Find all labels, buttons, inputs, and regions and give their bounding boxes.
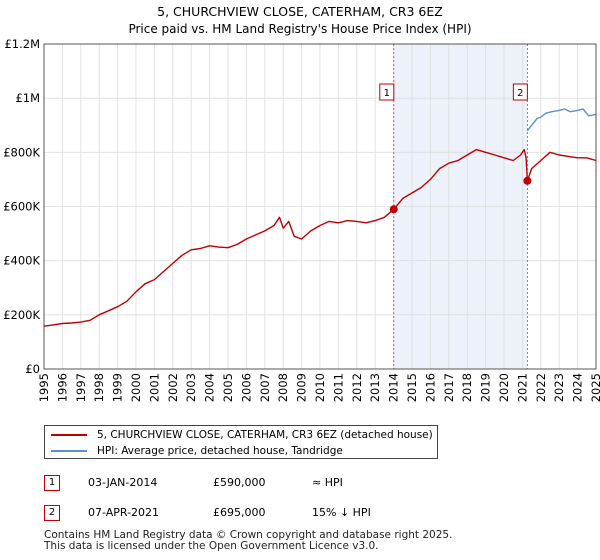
x-tick-label: 2011 xyxy=(331,373,345,402)
footer-copyright: Contains HM Land Registry data © Crown c… xyxy=(44,529,453,541)
sale-label: 2 xyxy=(517,88,523,99)
x-tick-label: 2025 xyxy=(589,373,600,402)
sale-label: 1 xyxy=(384,88,390,99)
x-tick-label: 2015 xyxy=(405,373,419,402)
x-tick-label: 2002 xyxy=(166,373,180,402)
plot-frame xyxy=(43,43,597,370)
chart-title: 5, CHURCHVIEW CLOSE, CATERHAM, CR3 6EZ xyxy=(157,4,443,19)
x-tick-label: 1997 xyxy=(74,373,88,402)
x-tick-label: 1995 xyxy=(37,373,51,402)
x-tick-label: 2000 xyxy=(129,373,143,402)
x-tick-label: 2024 xyxy=(571,373,585,402)
footer-licence: This data is licensed under the Open Gov… xyxy=(44,540,379,552)
x-tick-label: 2021 xyxy=(515,373,529,402)
y-tick-label: £800K xyxy=(3,145,40,159)
transaction-date: 03-JAN-2014 xyxy=(88,476,158,489)
price-chart: 5, CHURCHVIEW CLOSE, CATERHAM, CR3 6EZ P… xyxy=(3,4,600,402)
sale-point xyxy=(523,176,532,185)
x-tick-label: 2016 xyxy=(423,373,437,402)
legend-swatch-property xyxy=(51,434,87,436)
x-tick-label: 2023 xyxy=(552,373,566,402)
y-tick-label: £0 xyxy=(25,362,40,376)
y-tick-label: £600K xyxy=(3,200,40,214)
x-tick-label: 2007 xyxy=(258,373,272,402)
x-tick-label: 1999 xyxy=(111,373,125,402)
legend-swatch-hpi xyxy=(51,450,87,452)
transaction-badge: 2 xyxy=(44,505,60,521)
transaction-price: £590,000 xyxy=(213,476,266,489)
x-tick-label: 2018 xyxy=(460,373,474,402)
legend: 5, CHURCHVIEW CLOSE, CATERHAM, CR3 6EZ (… xyxy=(44,425,438,459)
x-tick-label: 2014 xyxy=(387,373,401,402)
y-tick-label: £1M xyxy=(15,91,40,105)
x-tick-label: 1996 xyxy=(55,373,69,402)
transaction-date: 07-APR-2021 xyxy=(88,506,160,519)
x-tick-label: 2012 xyxy=(350,373,364,402)
x-tick-label: 2009 xyxy=(295,373,309,402)
y-tick-label: £400K xyxy=(3,254,40,268)
chart-subtitle: Price paid vs. HM Land Registry's House … xyxy=(128,22,471,36)
legend-label-hpi: HPI: Average price, detached house, Tand… xyxy=(97,445,343,457)
x-tick-label: 2004 xyxy=(203,373,217,402)
x-tick-label: 2005 xyxy=(221,373,235,402)
x-tick-label: 2008 xyxy=(276,373,290,402)
y-tick-label: £200K xyxy=(3,308,40,322)
x-tick-label: 1998 xyxy=(92,373,106,402)
transaction-row: 2 07-APR-2021 £695,000 15% ↓ HPI xyxy=(0,505,600,525)
x-tick-label: 2010 xyxy=(313,373,327,402)
property-price-line xyxy=(43,148,597,327)
y-tick-label: £1.2M xyxy=(4,37,40,51)
x-tick-label: 2020 xyxy=(497,373,511,402)
x-tick-label: 2003 xyxy=(184,373,198,402)
x-tick-label: 2001 xyxy=(147,373,161,402)
sale-label-box xyxy=(512,83,528,101)
transaction-row: 1 03-JAN-2014 £590,000 ≈ HPI xyxy=(0,475,600,495)
hpi-line xyxy=(526,108,597,132)
legend-label-property: 5, CHURCHVIEW CLOSE, CATERHAM, CR3 6EZ (… xyxy=(97,429,433,441)
transaction-hpi-comparison: ≈ HPI xyxy=(312,476,343,489)
transaction-hpi-comparison: 15% ↓ HPI xyxy=(312,506,371,519)
x-tick-label: 2022 xyxy=(534,373,548,402)
x-tick-label: 2019 xyxy=(479,373,493,402)
x-tick-label: 2006 xyxy=(239,373,253,402)
transaction-badge: 1 xyxy=(44,475,60,491)
sale-label-box xyxy=(379,83,395,101)
transaction-price: £695,000 xyxy=(213,506,266,519)
footer: Contains HM Land Registry data © Crown c… xyxy=(44,530,452,552)
x-tick-label: 2013 xyxy=(368,373,382,402)
x-tick-label: 2017 xyxy=(442,373,456,402)
sale-point xyxy=(389,205,398,214)
